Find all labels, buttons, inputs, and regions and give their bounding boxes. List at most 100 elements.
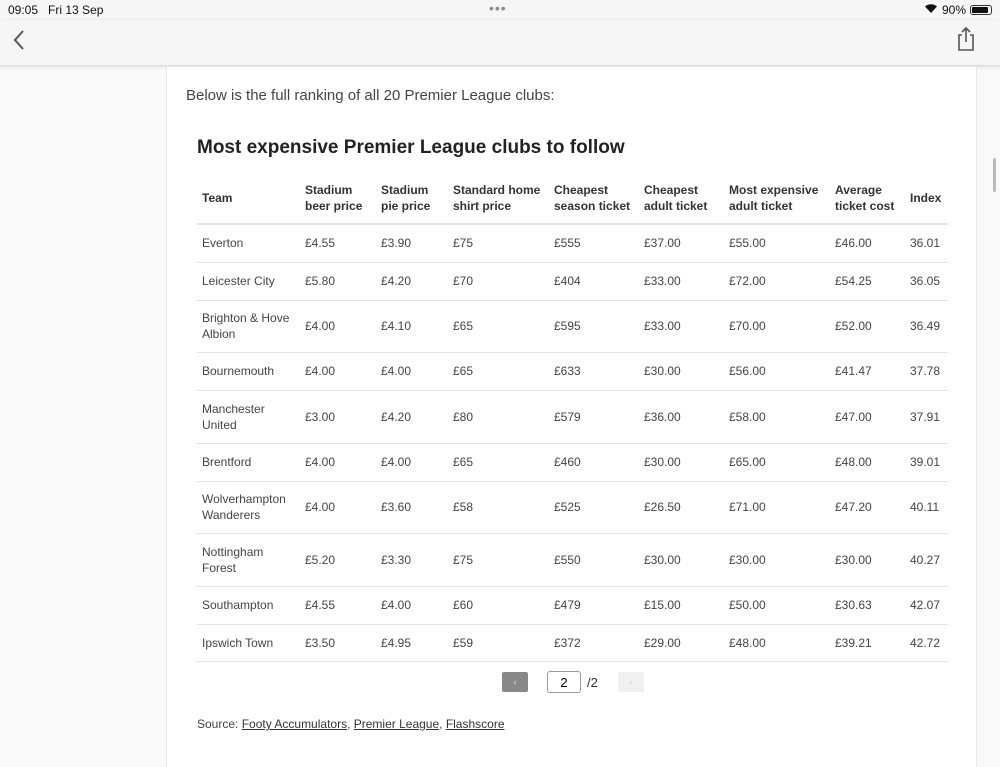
table-cell: £33.00 [639, 300, 724, 353]
table-cell: £26.50 [639, 481, 724, 534]
table-cell: £633 [549, 352, 639, 391]
table-header-row: Team Stadium beer price Stadium pie price S… [197, 172, 948, 225]
page-number-input[interactable] [547, 671, 581, 693]
team-name-cell: Brighton & Hove Albion [197, 300, 300, 353]
table-cell: 40.27 [905, 533, 948, 587]
table-row: Manchester United £3.00 £4.20 £80 £579 £36.00… [197, 390, 948, 444]
table-cell: £550 [549, 533, 639, 587]
column-header: Cheapest season ticket [549, 172, 639, 225]
table-cell: £55.00 [724, 224, 830, 263]
table-cell: £29.00 [639, 624, 724, 662]
table-cell: £59 [448, 624, 549, 662]
table-cell: £4.00 [300, 443, 376, 482]
table-row: Brighton & Hove Albion £4.00 £4.10 £65 £595 £… [197, 300, 948, 353]
source-link-flashscore[interactable]: Flashscore [445, 717, 505, 731]
team-name-cell: Wolverhampton Wanderers [197, 481, 300, 534]
table-cell: £54.25 [830, 262, 905, 301]
team-name-cell: Everton [197, 224, 300, 263]
table-cell: £71.00 [724, 481, 830, 534]
table-cell: £404 [549, 262, 639, 301]
table-cell: £30.63 [830, 586, 905, 625]
table-cell: 42.72 [905, 624, 948, 662]
browser-toolbar [0, 20, 1000, 66]
team-name-cell: Ipswich Town [197, 624, 300, 662]
table-cell: £579 [549, 390, 639, 444]
intro-text: Below is the full ranking of all 20 Prem… [186, 87, 555, 104]
team-name-cell: Bournemouth [197, 352, 300, 391]
table-cell: £4.55 [300, 224, 376, 263]
table-cell: £47.00 [830, 390, 905, 444]
table-cell: £37.00 [639, 224, 724, 263]
table-cell: £4.00 [376, 352, 448, 391]
table-row: Wolverhampton Wanderers £4.00 £3.60 £58 £525… [197, 481, 948, 534]
table-cell: £525 [549, 481, 639, 534]
table-cell: £4.00 [300, 300, 376, 353]
column-header: Index [905, 172, 948, 225]
table-cell: £479 [549, 586, 639, 625]
team-name-cell: Nottingham Forest [197, 533, 300, 587]
table-cell: £70.00 [724, 300, 830, 353]
table-cell: £70 [448, 262, 549, 301]
table-cell: £30.00 [639, 352, 724, 391]
table-cell: £4.00 [376, 586, 448, 625]
table-cell: £36.00 [639, 390, 724, 444]
table-cell: £80 [448, 390, 549, 444]
column-header: Average ticket cost [830, 172, 905, 225]
source-link-footy-accumulators[interactable]: Footy Accumulators [241, 717, 348, 731]
prev-page-button[interactable]: ‹ [502, 672, 528, 692]
table-cell: 42.07 [905, 586, 948, 625]
team-name-cell: Leicester City [197, 262, 300, 301]
next-page-button[interactable]: › [617, 672, 644, 692]
column-header: Most expensive adult ticket [724, 172, 830, 225]
table-cell: £3.30 [376, 533, 448, 587]
table-cell: £30.00 [639, 443, 724, 482]
wifi-icon [924, 3, 938, 17]
table-cell: £4.55 [300, 586, 376, 625]
table-cell: £4.20 [376, 262, 448, 301]
table-cell: 36.01 [905, 224, 948, 263]
table-row: Bournemouth £4.00 £4.00 £65 £633 £30.00 £56.00… [197, 352, 948, 391]
table-cell: £48.00 [830, 443, 905, 482]
table-cell: 40.11 [905, 481, 948, 534]
table-cell: £47.20 [830, 481, 905, 534]
table-cell: £5.20 [300, 533, 376, 587]
table-cell: £555 [549, 224, 639, 263]
table-cell: £52.00 [830, 300, 905, 353]
share-icon[interactable] [956, 26, 976, 57]
column-header: Team [197, 172, 300, 225]
table-cell: £48.00 [724, 624, 830, 662]
source-link-premier-league[interactable]: Premier League [353, 717, 440, 731]
table-cell: £4.95 [376, 624, 448, 662]
table-cell: £65 [448, 443, 549, 482]
source-line: Source: Footy Accumulators, Premier Leag… [197, 717, 505, 731]
table-cell: £56.00 [724, 352, 830, 391]
table-cell: 39.01 [905, 443, 948, 482]
table-cell: £595 [549, 300, 639, 353]
table-cell: £58.00 [724, 390, 830, 444]
table-cell: £15.00 [639, 586, 724, 625]
battery-percent: 90% [941, 3, 966, 17]
table-cell: £3.00 [300, 390, 376, 444]
scrollbar[interactable] [993, 158, 996, 192]
table-cell: £58 [448, 481, 549, 534]
table-cell: £3.60 [376, 481, 448, 534]
column-header: Cheapest adult ticket [639, 172, 724, 225]
table-cell: £65 [448, 352, 549, 391]
table-cell: £3.90 [376, 224, 448, 263]
team-name-cell: Manchester United [197, 390, 300, 444]
column-header: Stadium beer price [300, 172, 376, 225]
table-cell: £60 [448, 586, 549, 625]
battery-icon [970, 5, 992, 15]
multitask-dots[interactable]: ••• [489, 0, 507, 16]
table-cell: £75 [448, 224, 549, 263]
table-cell: 37.78 [905, 352, 948, 391]
table-title: Most expensive Premier League clubs to f… [197, 137, 625, 158]
page-total: /2 [587, 674, 598, 690]
table-cell: £41.47 [830, 352, 905, 391]
table-cell: £372 [549, 624, 639, 662]
team-name-cell: Southampton [197, 586, 300, 625]
table-cell: £65.00 [724, 443, 830, 482]
status-time: 09:05 Fri 13 Sep [8, 3, 104, 17]
table-row: Ipswich Town £3.50 £4.95 £59 £372 £29.00 £48.0… [197, 624, 948, 662]
chevron-left-icon[interactable] [12, 28, 26, 57]
